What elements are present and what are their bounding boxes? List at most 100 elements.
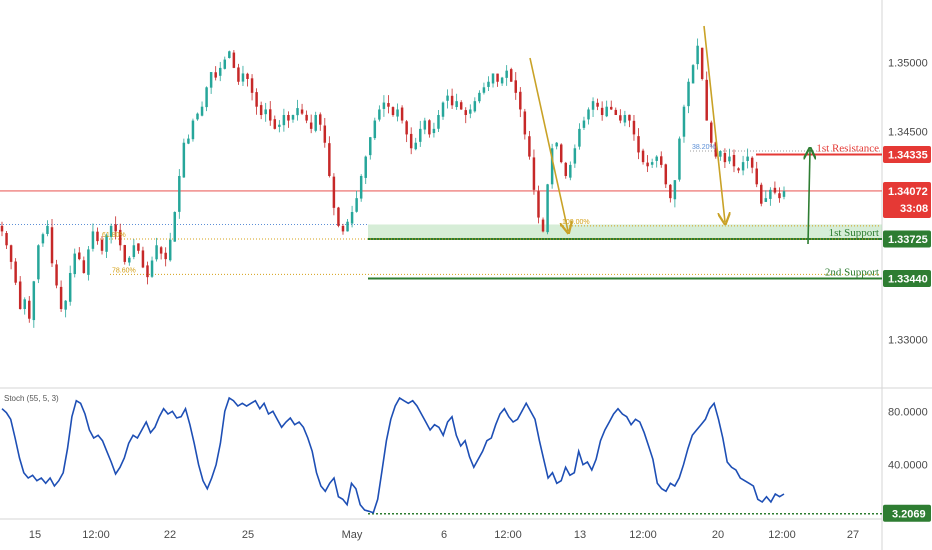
candle-body [114,224,117,232]
candle-body [355,198,358,212]
candle-body [564,162,568,176]
time-tick-label: 12:00 [494,529,522,541]
candle-body [582,120,586,128]
candle-body [364,156,367,178]
time-tick-label: 15 [29,529,41,541]
candle-body [614,109,618,116]
candle-body [660,156,663,165]
stoch-tick-label: 80.0000 [888,406,928,418]
candle-body [300,109,304,114]
candle-body [228,51,231,59]
candle-body [446,95,449,101]
candle-body [82,260,86,273]
time-axis: 15 12:00 22 25 May 6 12:00 13 12:00 20 12:00 27 [29,529,859,541]
bar-countdown: 33:08 [900,203,928,215]
time-tick-label: 27 [847,529,859,541]
candle-body [50,227,54,264]
candle-body [5,233,8,246]
candle-body [9,245,13,262]
candle-body [469,109,472,114]
candle-body [737,168,740,171]
candle-body [414,142,417,150]
candle-body [123,245,126,262]
candle-body [150,260,154,277]
candle-body [591,101,595,110]
fib-label: 100.00% [562,219,590,226]
stoch-tick-label: 40.0000 [888,460,928,472]
candle-body [509,69,513,82]
candle-body [28,300,31,319]
candle-body [118,229,122,246]
candle-body [441,102,445,117]
candle-body [732,154,736,167]
candle-body [359,175,363,199]
candle-body [87,249,90,275]
candle-body [332,176,336,208]
candle-body [728,156,731,162]
candle-body [155,245,158,260]
candle-body [278,124,281,127]
candle-body [255,92,258,107]
stoch-current-value: 3.2069 [892,509,926,521]
candle-body [168,239,172,261]
support1-value: 1.33725 [888,234,928,246]
candle-body [550,148,554,185]
candle-body [218,67,222,76]
candle-body [246,73,249,79]
candle-body [487,81,490,87]
candle-body [478,92,481,102]
candle-body [196,113,199,120]
candle-body [569,164,572,178]
candle-body [282,115,286,126]
candle-body [387,103,390,107]
candle-body [137,243,140,251]
first-resistance-label: 1st Resistance [816,143,879,155]
candle-body [573,148,577,164]
candle-body [746,156,749,162]
candle-body [700,47,704,79]
fib-label: 78.60% [112,267,136,274]
candle-body [209,72,213,88]
candle-body [437,115,440,129]
resistance-badge: 1.34335 [883,146,931,164]
candle-body [764,198,768,202]
candle-body [78,252,81,260]
candle-body [146,265,149,278]
first-support-label: 1st Support [829,227,879,239]
price-tick-label: 1.34500 [888,127,928,139]
candle-body [128,257,131,263]
candle-body [669,184,672,199]
candle-body [678,138,681,180]
current-price-badge: 1.34072 33:08 [883,181,931,218]
candle-body [46,225,49,234]
time-tick-label: 22 [164,529,176,541]
candle-body [59,286,63,310]
candle-body [646,162,649,167]
candle-body [337,207,340,226]
time-tick-label: 12:00 [629,529,657,541]
candle-body [259,105,263,116]
candle-body [710,122,713,143]
support-zone [368,224,882,240]
candle-body [64,300,67,310]
candle-body [296,108,299,116]
time-tick-label: 12:00 [768,529,796,541]
candle-body [450,95,454,106]
candle-body [482,87,486,93]
candle-body [650,162,654,165]
candle-body [773,187,777,193]
time-tick-label: 6 [441,529,447,541]
candle-body [132,245,136,257]
candle-body [18,281,22,310]
support1-badge: 1.33725 [883,230,931,248]
candle-body [760,184,763,204]
candle-body [173,212,177,242]
candle-body [491,73,495,84]
candle-body [500,77,504,84]
candle-body [269,109,272,121]
down-arrow-2 [703,25,725,222]
candle-body [628,114,631,121]
candle-body [409,133,413,149]
candle-body [109,225,113,238]
